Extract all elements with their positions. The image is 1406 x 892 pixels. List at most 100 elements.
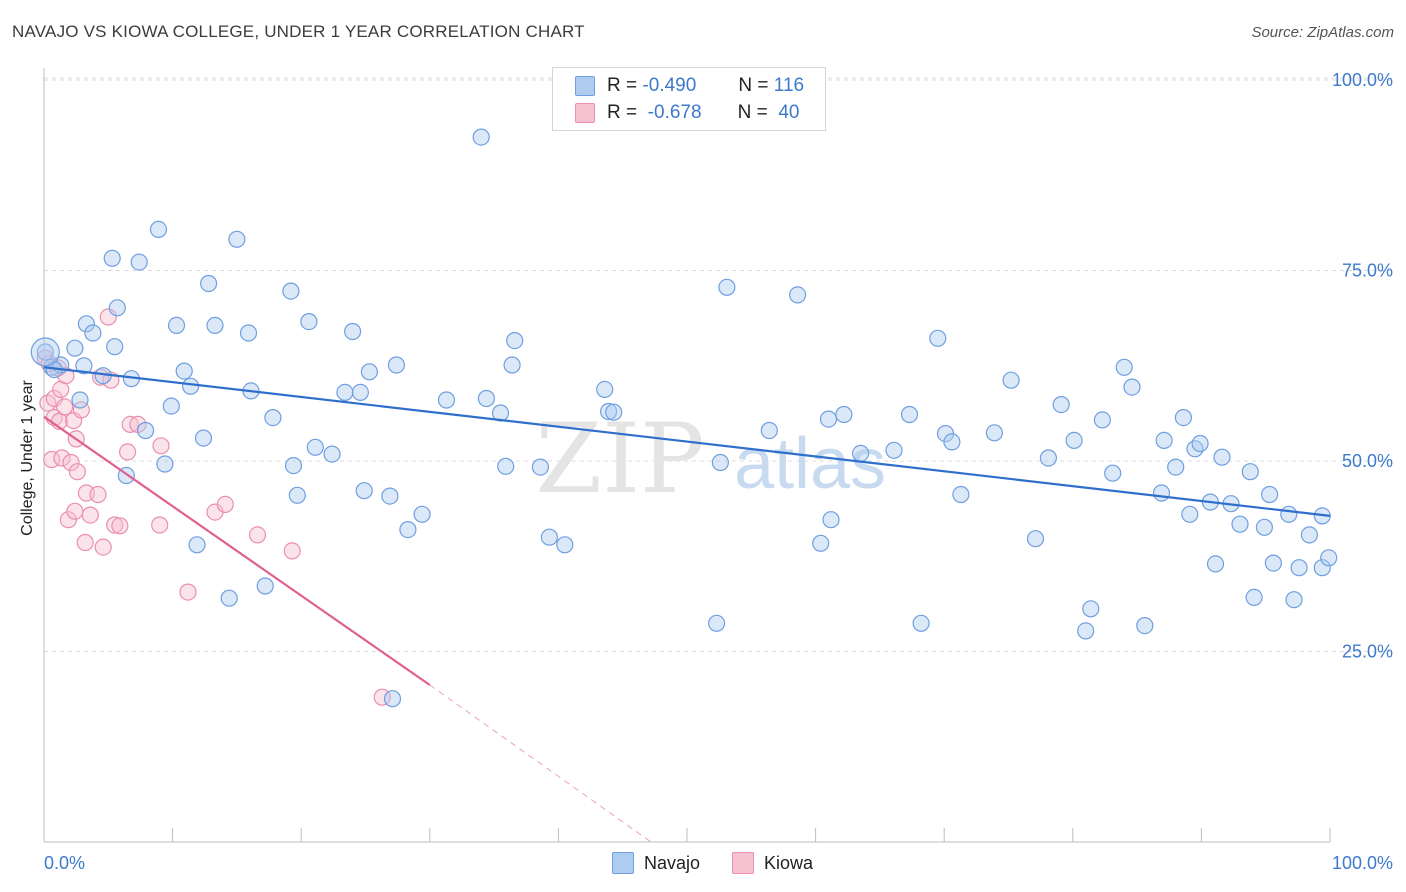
navajo-point: [760, 421, 778, 440]
navajo-point: [162, 397, 180, 415]
navajo-point: [167, 316, 186, 334]
navajo-point: [531, 458, 550, 476]
kiowa-point: [106, 516, 124, 534]
kiowa-point: [55, 398, 74, 416]
navajo-point: [1174, 409, 1193, 427]
tick-labels: 100.0% 75.0% 50.0% 25.0% 0.0% 100.0%: [44, 70, 1393, 873]
navajo-point: [282, 282, 300, 300]
chart-source: Source: ZipAtlas.com: [1251, 24, 1394, 41]
navajo-point: [306, 438, 324, 456]
navajo-point: [1115, 358, 1133, 376]
navajo-point: [381, 487, 399, 505]
navajo-point: [300, 313, 318, 331]
navajo-point-large: [30, 337, 60, 367]
navajo-point: [264, 409, 282, 427]
navajo-point: [137, 421, 155, 440]
kiowa-swatch: [575, 103, 595, 123]
kiowa-point: [81, 506, 99, 524]
navajo-point: [556, 536, 574, 554]
navajo-point: [383, 690, 402, 708]
navajo-point: [1065, 431, 1083, 449]
navajo-point: [819, 410, 838, 428]
watermark-atlas: atlas: [734, 424, 886, 504]
kiowa-point: [53, 449, 71, 467]
navajo-point: [256, 577, 274, 595]
kiowa-point: [248, 526, 267, 544]
navajo-point: [200, 274, 218, 293]
navajo-point: [1123, 378, 1141, 396]
navajo-point: [149, 220, 168, 238]
navajo-point: [84, 324, 102, 342]
navajo-point: [182, 377, 200, 395]
navajo-point: [605, 403, 623, 421]
navajo-point: [1231, 515, 1249, 533]
legend-item-navajo[interactable]: Navajo: [612, 852, 700, 874]
series-legend: Navajo Kiowa: [612, 852, 845, 874]
navajo-point: [477, 389, 495, 408]
kiowa-point: [152, 437, 170, 455]
navajo-point: [1152, 484, 1171, 502]
navajo-point: [284, 457, 303, 475]
navajo-point: [194, 429, 213, 447]
navajo-point: [351, 383, 369, 401]
navajo-point: [206, 316, 224, 334]
navajo-point: [540, 528, 559, 546]
legend-kiowa-swatch: [732, 852, 755, 874]
navajo-point: [399, 520, 417, 539]
legend-item-kiowa[interactable]: Kiowa: [732, 852, 813, 874]
navajo-swatch: [575, 76, 595, 96]
navajo-point: [851, 444, 870, 462]
navajo-point: [387, 356, 405, 374]
navajo-point: [106, 338, 124, 356]
kiowa-point: [66, 502, 84, 520]
y-tick-label: 75.0%: [1342, 261, 1393, 281]
navajo-point: [360, 363, 378, 381]
kiowa-point: [68, 463, 87, 481]
navajo-point: [1300, 526, 1319, 544]
navajo-point: [885, 441, 903, 459]
navajo-point: [506, 332, 524, 350]
navajo-point: [1104, 464, 1122, 482]
navajo-point: [1285, 591, 1303, 609]
legend-navajo-label: Navajo: [644, 852, 701, 873]
navajo-point: [707, 614, 726, 632]
navajo-point: [912, 614, 930, 632]
trendlines: [43, 366, 1331, 843]
navajo-point: [985, 424, 1004, 442]
kiowa-point: [216, 495, 234, 513]
navajo-point: [1245, 588, 1263, 607]
navajo-point: [66, 339, 84, 357]
navajo-point: [103, 249, 121, 267]
navajo-point: [788, 286, 807, 304]
navajo-point: [596, 380, 614, 398]
kiowa-point: [99, 308, 117, 326]
navajo-point: [188, 536, 206, 554]
navajo-point: [323, 445, 341, 463]
stats-row-navajo: R = -0.490 N = 116: [575, 74, 804, 98]
navajo-point: [1026, 530, 1045, 548]
navajo-n-value: 116: [773, 75, 805, 96]
kiowa-r-value: -0.678: [647, 102, 702, 123]
navajo-point: [711, 453, 730, 472]
navajo-point: [108, 299, 126, 317]
navajo-point: [355, 482, 373, 500]
stats-legend: R = -0.490 N = 116 R = -0.678 N = 40: [552, 67, 826, 131]
navajo-point: [1002, 371, 1020, 389]
kiowa-point: [118, 443, 137, 461]
gridlines: [44, 77, 1394, 652]
navajo-point: [437, 391, 456, 409]
navajo-r-label: R =: [607, 75, 638, 96]
navajo-point: [822, 511, 840, 529]
navajo-point: [1052, 396, 1070, 414]
navajo-point: [1320, 549, 1338, 567]
navajo-point: [1191, 434, 1209, 453]
kiowa-point: [111, 517, 129, 535]
kiowa-point: [62, 453, 80, 472]
navajo-point: [1082, 600, 1100, 618]
legend-navajo-swatch: [612, 852, 634, 874]
navajo-r-value: -0.490: [642, 75, 697, 96]
navajo-point: [36, 343, 54, 361]
navajo-point: [1313, 559, 1331, 577]
legend-kiowa-label: Kiowa: [764, 852, 814, 873]
